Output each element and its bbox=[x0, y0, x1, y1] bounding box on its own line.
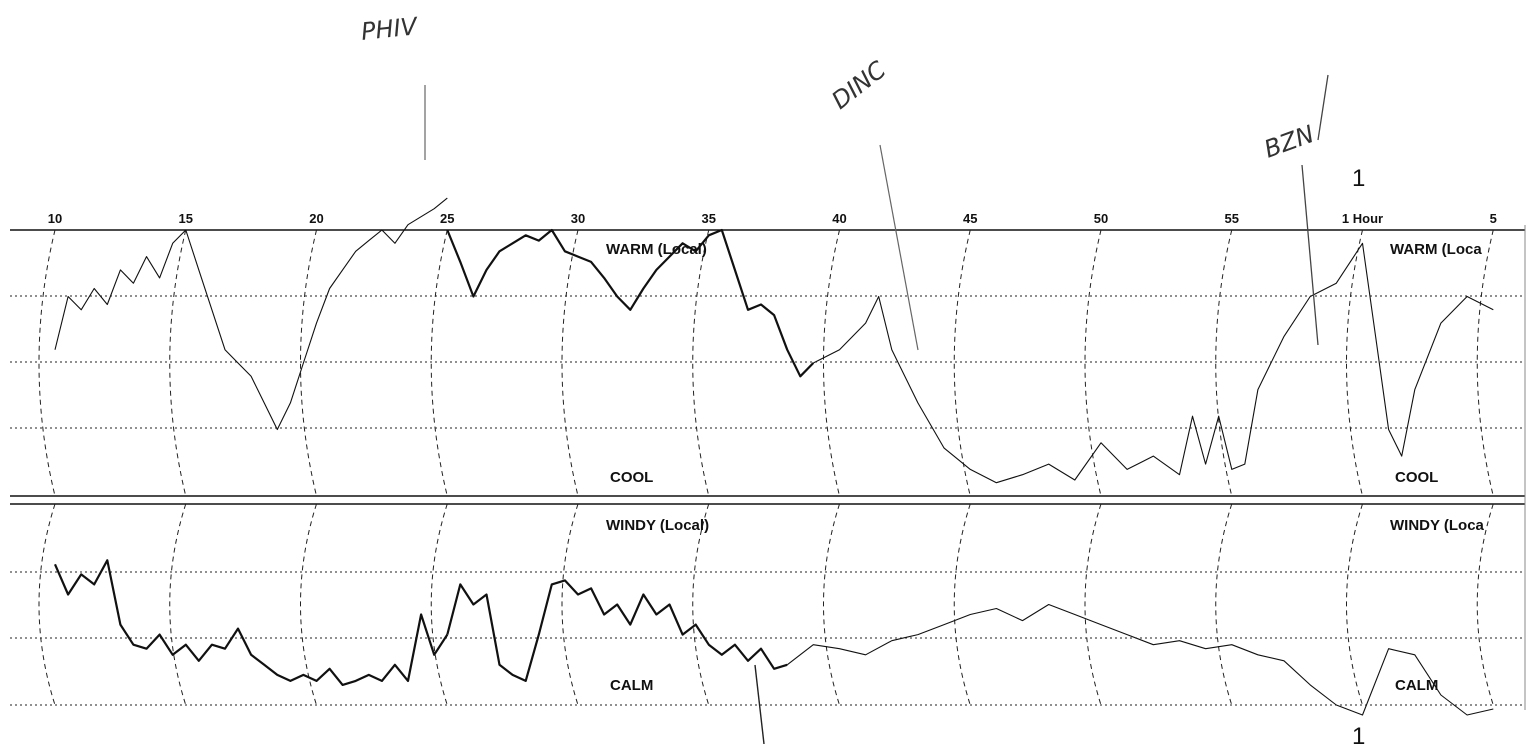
grid-arc-11-0 bbox=[1476, 229, 1494, 497]
grid-arc-0-1 bbox=[38, 503, 56, 706]
x-tick-label: 35 bbox=[702, 211, 716, 226]
grid-arc-10-1 bbox=[1346, 503, 1363, 706]
x-tick-label: 25 bbox=[440, 211, 454, 226]
series-line-0 bbox=[54, 197, 448, 431]
annotation-bzn-pointer-2 bbox=[1317, 74, 1329, 141]
annotation-bzn-pointer bbox=[1301, 164, 1319, 346]
x-tick-label: 15 bbox=[179, 211, 193, 226]
panel-top-label: WARM (Local) bbox=[606, 241, 707, 258]
x-tick-label: 5 bbox=[1490, 211, 1497, 226]
annotation-phiv: PHIV bbox=[360, 12, 420, 46]
panel-top-bottom-label: COOL bbox=[610, 469, 653, 486]
series-line-3 bbox=[53, 559, 449, 687]
panel-bottom-bottom-label-repeat: CALM bbox=[1395, 677, 1438, 694]
grid-arc-5-1 bbox=[692, 503, 710, 706]
grid-arc-8-1 bbox=[1084, 503, 1102, 706]
series-line-2 bbox=[813, 242, 1494, 484]
grid-arc-3-1 bbox=[430, 503, 448, 706]
annotation-bzn: BZN bbox=[1260, 120, 1317, 164]
chart-series bbox=[53, 197, 1494, 716]
grid-arc-1-1 bbox=[169, 503, 187, 706]
panel-top-label-repeat: WARM (Loca bbox=[1390, 241, 1482, 258]
x-tick-label: 20 bbox=[309, 211, 323, 226]
series-line-4 bbox=[446, 579, 788, 683]
x-tick-label: 1 Hour bbox=[1342, 211, 1383, 226]
x-axis-ticks: 10 15 20 25 30 35 40 45 50 55 1 Hour 5 bbox=[48, 211, 1497, 226]
grid-arc-4-0 bbox=[561, 229, 579, 497]
grid-arc-0-0 bbox=[38, 229, 56, 497]
annotation-dinc-pointer bbox=[879, 144, 919, 351]
annotation-printed-1-bottom: 1 bbox=[1352, 723, 1365, 744]
grid-arc-2-1 bbox=[300, 503, 317, 706]
annotation-dinc: DINC bbox=[826, 55, 891, 114]
grid-arc-6-0 bbox=[823, 229, 840, 497]
grid-arc-8-0 bbox=[1084, 229, 1102, 497]
grid-arc-9-0 bbox=[1215, 229, 1233, 497]
panel-top-bottom-label-repeat: COOL bbox=[1395, 469, 1438, 486]
grid-arc-6-1 bbox=[823, 503, 840, 706]
x-tick-label: 30 bbox=[571, 211, 585, 226]
annotation-printed-1-top: 1 bbox=[1352, 165, 1365, 192]
grid-arc-10-0 bbox=[1346, 229, 1363, 497]
marker-tail bbox=[754, 664, 765, 745]
grid-arc-9-1 bbox=[1215, 503, 1233, 706]
grid-arc-7-1 bbox=[953, 503, 971, 706]
x-tick-label: 55 bbox=[1225, 211, 1239, 226]
grid-arc-4-1 bbox=[561, 503, 579, 706]
x-tick-label: 10 bbox=[48, 211, 62, 226]
panel-bottom-label: WINDY (Local) bbox=[606, 517, 709, 534]
grid-arc-3-0 bbox=[430, 229, 448, 497]
grid-arc-1-0 bbox=[169, 229, 187, 497]
grid-arc-7-0 bbox=[953, 229, 971, 497]
series-line-1 bbox=[446, 228, 815, 378]
x-tick-label: 40 bbox=[832, 211, 846, 226]
x-tick-label: 50 bbox=[1094, 211, 1108, 226]
grid-arc-5-0 bbox=[692, 229, 710, 497]
series-line-5 bbox=[786, 603, 1494, 716]
panel-bottom-bottom-label: CALM bbox=[610, 677, 653, 694]
grid-arc-11-1 bbox=[1476, 503, 1494, 706]
x-tick-label: 45 bbox=[963, 211, 977, 226]
panel-bottom-label-repeat: WINDY (Loca bbox=[1390, 517, 1485, 534]
chart-grid bbox=[10, 225, 1526, 710]
